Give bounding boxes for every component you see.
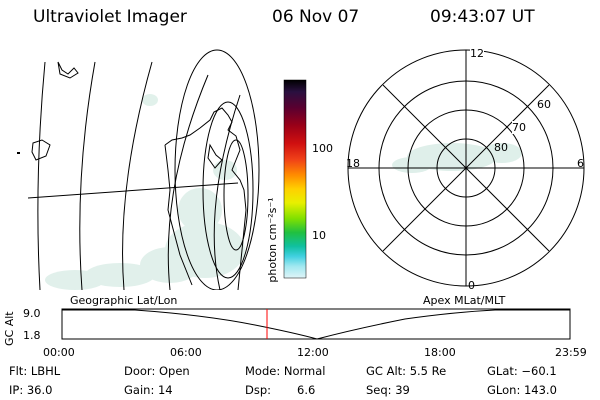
coastline-left — [31, 139, 51, 161]
lat-label-70: 70 — [512, 121, 526, 134]
timeline-xtick-2: 12:00 — [297, 346, 329, 359]
mlt-label-0: 0 — [468, 279, 475, 292]
timeline-frame — [61, 308, 571, 340]
timeline-right-label: Apex MLat/MLT — [423, 294, 506, 307]
timeline-xtick-0: 00:00 — [43, 346, 75, 359]
info-mode: Mode: Normal — [245, 364, 326, 378]
info-gain: Gain: 14 — [124, 383, 173, 397]
timeline-xtick-1: 06:00 — [170, 346, 202, 359]
mlt-label-6: 6 — [577, 157, 584, 170]
lat-label-80: 80 — [494, 141, 508, 154]
info-glat: GLat: −60.1 — [487, 364, 557, 378]
colorbar-gradient — [283, 79, 307, 279]
polar-emission-haze — [392, 143, 522, 173]
info-ip: IP: 36.0 — [9, 383, 53, 397]
polar-plot — [347, 49, 585, 287]
geographic-map — [17, 49, 260, 290]
date-display: 06 Nov 07 — [272, 7, 360, 27]
timeline-ytick-high: 9.0 — [23, 307, 41, 320]
app-title: Ultraviolet Imager — [33, 7, 187, 27]
timeline-axis-title: GC Alt — [3, 311, 16, 346]
timeline-ytick-low: 1.8 — [23, 329, 41, 342]
info-door: Door: Open — [124, 364, 190, 378]
info-seq: Seq: 39 — [366, 383, 410, 397]
timeline-xtick-3: 18:00 — [424, 346, 456, 359]
longitude-grid — [37, 61, 241, 290]
coastline — [164, 107, 247, 290]
info-dsp-value: 6.6 — [297, 383, 316, 397]
timeline-xtick-4: 23:59 — [555, 346, 587, 359]
info-dsp-label: Dsp: — [245, 383, 272, 397]
info-filter: Flt: LBHL — [9, 364, 61, 378]
coastline-fragment — [207, 143, 223, 169]
mlt-label-18: 18 — [346, 157, 360, 170]
colorbar-unit-label: photon cm⁻²s⁻¹ — [266, 197, 279, 282]
mlt-line-diag-2 — [382, 84, 550, 252]
info-gc-alt: GC Alt: 5.5 Re — [366, 364, 447, 378]
altitude-curve — [62, 309, 570, 340]
timeline-left-label: Geographic Lat/Lon — [70, 294, 178, 307]
time-display: 09:43:07 UT — [430, 7, 535, 27]
altitude-timeline — [61, 308, 571, 340]
latitude-grid — [174, 49, 260, 290]
info-glon: GLon: 143.0 — [487, 383, 557, 397]
lat-label-60: 60 — [537, 98, 551, 111]
colorbar-tick-10: 10 — [312, 229, 326, 242]
colorbar: photon cm⁻²s⁻¹ — [266, 79, 307, 283]
colorbar-tick-100: 100 — [312, 142, 333, 155]
coastline-island — [57, 61, 79, 79]
mlt-label-12: 12 — [470, 47, 484, 60]
